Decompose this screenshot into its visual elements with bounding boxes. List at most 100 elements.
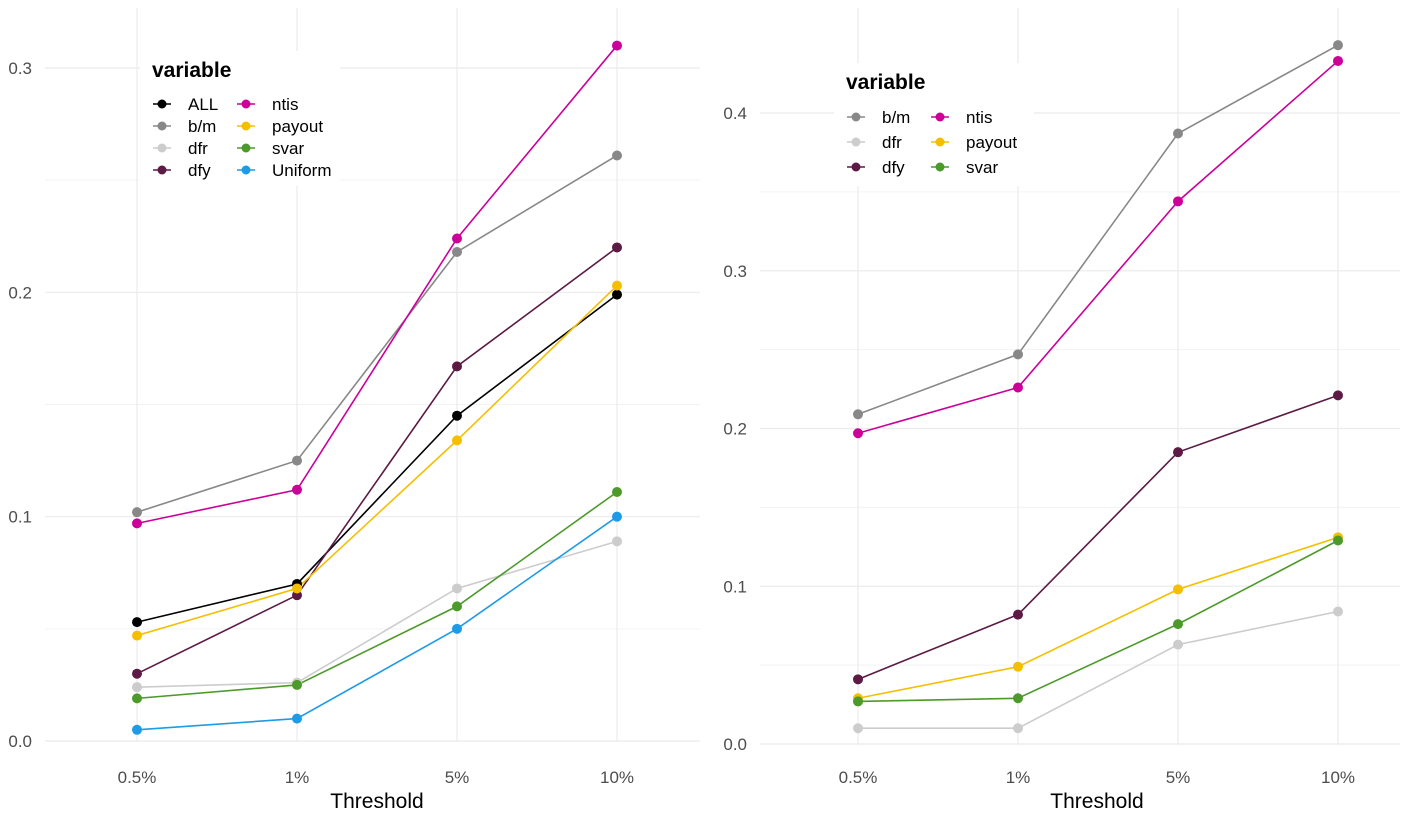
data-point-ntis <box>132 518 142 529</box>
data-point-dfy <box>1333 390 1343 401</box>
legend-label: ntis <box>966 108 992 127</box>
data-point-payout <box>292 583 302 594</box>
x-tick-label: 10% <box>600 768 634 787</box>
legend-label: Uniform <box>272 161 332 180</box>
legend-key-point <box>241 143 251 153</box>
y-tick-label: 0.1 <box>723 577 747 596</box>
right-panel: 0.0 0.1 0.2 0.3 0.4 0.5% 1% 5% 10% Threshold varia… <box>723 8 1400 813</box>
legend-key-point <box>851 112 861 122</box>
legend-label: svar <box>966 158 998 177</box>
legend-label: ALL <box>188 95 218 114</box>
data-point-ntis <box>452 233 462 244</box>
data-point-svar <box>1013 693 1023 704</box>
y-tick-label: 0.2 <box>723 420 747 439</box>
y-tick-label: 0.2 <box>8 283 32 302</box>
data-point-uniform <box>132 724 142 735</box>
data-point-bm <box>292 455 302 466</box>
data-point-uniform <box>612 511 622 522</box>
left-panel: 0.0 0.1 0.2 0.3 0.5% 1% 5% 10% Threshold variable… <box>8 8 700 813</box>
data-point-bm <box>1333 40 1343 51</box>
data-point-svar <box>132 693 142 704</box>
y-tick-label: 0.1 <box>8 508 32 527</box>
series-line-ntis <box>857 60 1339 435</box>
data-point-svar <box>853 696 863 707</box>
legend-label: dfy <box>882 158 905 177</box>
data-point-dfr <box>132 682 142 693</box>
legend-key-point <box>157 143 167 153</box>
series-line-payout <box>857 536 1339 700</box>
legend-key-point <box>241 99 251 109</box>
legend-key-point <box>851 162 861 172</box>
data-point-svar <box>1333 535 1343 546</box>
data-point-ntis <box>1333 55 1343 66</box>
data-point-ntis <box>612 40 622 51</box>
x-tick-label: 5% <box>1166 768 1191 787</box>
y-tick-label: 0.3 <box>8 59 32 78</box>
legend-label: ntis <box>272 95 298 114</box>
data-point-svar <box>292 679 302 690</box>
data-point-svar <box>1173 619 1183 630</box>
y-tick-label: 0.0 <box>723 735 747 754</box>
data-point-dfr <box>1333 606 1343 617</box>
legend-key-point <box>241 121 251 131</box>
legend-key-point <box>935 162 945 172</box>
data-point-ntis <box>1173 196 1183 207</box>
data-point-payout <box>452 435 462 446</box>
x-tick-label: 1% <box>285 768 310 787</box>
x-axis-title: Threshold <box>1050 790 1143 813</box>
x-tick-label: 5% <box>445 768 470 787</box>
legend-key-point <box>157 99 167 109</box>
data-point-bm <box>853 409 863 420</box>
x-axis-title: Threshold <box>330 790 423 813</box>
series-line-dfr <box>136 540 618 688</box>
x-tick-label: 1% <box>1006 768 1031 787</box>
data-point-payout <box>612 280 622 291</box>
data-point-dfy <box>612 242 622 253</box>
data-point-dfr <box>1173 639 1183 650</box>
series-line-uniform <box>136 516 618 731</box>
legend-title: variable <box>152 59 231 82</box>
y-tick-label: 0.0 <box>8 732 32 751</box>
data-point-payout <box>1013 661 1023 672</box>
series-line-dfr <box>858 610 1339 730</box>
legend-background <box>834 63 1034 186</box>
legend-label: dfr <box>882 133 902 152</box>
x-tick-label: 0.5% <box>118 768 157 787</box>
series-line-bm <box>857 44 1339 416</box>
data-point-dfy <box>853 674 863 685</box>
data-point-dfr <box>853 723 863 734</box>
series-line-svar <box>136 491 618 700</box>
legend-label: b/m <box>882 108 910 127</box>
series-line-dfy <box>136 246 618 675</box>
data-point-payout <box>1173 584 1183 595</box>
data-point-payout <box>132 630 142 641</box>
data-point-uniform <box>452 623 462 634</box>
legend-label: dfr <box>188 139 208 158</box>
data-point-svar <box>612 486 622 497</box>
series-line-svar <box>857 539 1339 703</box>
data-point-dfy <box>452 361 462 372</box>
legend-key-point <box>241 165 251 175</box>
legend-key-point <box>935 137 945 147</box>
data-point-dfr <box>1013 723 1023 734</box>
y-tick-label: 0.3 <box>723 262 747 281</box>
series-line-all <box>136 293 618 623</box>
series-line-payout <box>136 285 618 637</box>
legend-label: payout <box>272 117 323 136</box>
x-tick-label: 10% <box>1321 768 1355 787</box>
data-point-ntis <box>853 428 863 439</box>
legend-key-point <box>851 137 861 147</box>
data-point-bm <box>1173 128 1183 139</box>
data-point-dfy <box>132 668 142 679</box>
data-point-ntis <box>292 484 302 495</box>
legend-label: svar <box>272 139 304 158</box>
legend-label: dfy <box>188 161 211 180</box>
data-point-ntis <box>1013 382 1023 393</box>
legend-key-point <box>935 112 945 122</box>
data-point-dfy <box>1173 447 1183 458</box>
legend-title: variable <box>846 71 925 94</box>
data-point-all <box>132 617 142 628</box>
data-point-bm <box>1013 349 1023 360</box>
y-tick-label: 0.4 <box>723 104 747 123</box>
